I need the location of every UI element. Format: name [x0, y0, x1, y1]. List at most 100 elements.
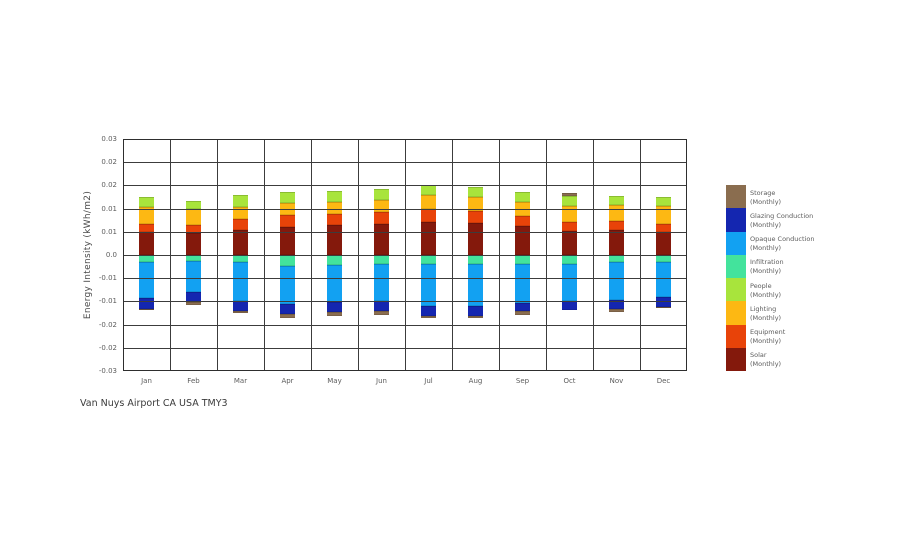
x-tick-label: Mar [233, 377, 248, 385]
bar-segment-dec [656, 255, 671, 262]
bar-segment-mar [233, 219, 248, 230]
y-tick-label: 0.02 [101, 158, 117, 167]
bar-segment-oct [562, 301, 577, 311]
y-tick-label: 0.03 [101, 135, 117, 143]
bar-segment-nov [609, 196, 624, 205]
chart-title: Van Nuys Airport CA USA TMY3 [80, 398, 228, 409]
bar-segment-sep [515, 311, 530, 315]
bar-segment-jan [139, 255, 154, 263]
bar-segment-jul [421, 185, 436, 196]
bar-segment-jan [139, 232, 154, 255]
bar-segment-may [327, 213, 342, 225]
bar-segment-jan [139, 223, 154, 233]
legend-entry-name: People [750, 281, 772, 290]
bar-segment-mar [233, 301, 248, 311]
bar-segment-nov [609, 299, 624, 310]
bar-segment-feb [186, 201, 201, 209]
bar-segment-mar [233, 262, 248, 302]
bar-segment-aug [468, 263, 483, 307]
bar-segment-dec [656, 223, 671, 233]
legend-entry-name: Solar [750, 351, 767, 360]
bar-segment-nov [609, 262, 624, 300]
v-gridline [170, 139, 171, 371]
bar-segment-jun [374, 263, 389, 302]
legend-swatch-storage [726, 185, 746, 209]
bar-segment-aug [468, 223, 483, 255]
bar-segment-dec [656, 307, 671, 309]
x-tick-label: Dec [656, 377, 671, 385]
bar-segment-aug [468, 210, 483, 224]
bar-segment-oct [562, 263, 577, 301]
bar-segment-jun [374, 200, 389, 213]
x-tick-label: Oct [563, 377, 576, 385]
bar-segment-oct [562, 255, 577, 264]
bar-segment-sep [515, 225, 530, 255]
bar-segment-jun [374, 311, 389, 315]
legend-entry-name: Storage [750, 188, 776, 197]
bar-segment-jun [374, 301, 389, 312]
v-gridline [593, 139, 594, 371]
legend-swatch-opaque-conduction [726, 231, 746, 255]
bar-segment-feb [186, 261, 201, 293]
v-gridline [217, 139, 218, 371]
bar-segment-sep [515, 191, 530, 203]
legend-swatch-lighting [726, 301, 746, 325]
y-tick-label: 0.01 [101, 204, 117, 213]
bar-segment-jan [139, 197, 154, 208]
bar-segment-sep [515, 263, 530, 303]
bar-segment-aug [468, 197, 483, 211]
x-tick-label: Jun [376, 377, 387, 385]
bar-segment-oct [562, 196, 577, 207]
v-gridline [358, 139, 359, 371]
bar-segment-apr [280, 255, 295, 266]
y-tick-label: 0.02 [101, 181, 117, 190]
legend-entry-sublabel: (Monthly) [750, 267, 782, 276]
bar-segment-jul [421, 316, 436, 319]
bar-segment-jun [374, 189, 389, 201]
legend-label-glazing-conduction: Glazing Conduction (Monthly) [750, 208, 860, 231]
bar-segment-oct [562, 206, 577, 223]
legend-entry-name: Opaque Conduction [750, 235, 815, 244]
bar-segment-nov [609, 229, 624, 255]
bar-segment-oct [562, 230, 577, 255]
bar-segment-oct [562, 222, 577, 231]
legend-label-solar: Solar (Monthly) [750, 348, 860, 371]
x-tick-label: Sep [515, 377, 530, 385]
x-tick-label: May [327, 377, 342, 385]
bar-segment-apr [280, 304, 295, 315]
bar-segment-aug [468, 316, 483, 319]
y-tick-label: 0.0 [105, 251, 117, 259]
v-gridline [546, 139, 547, 371]
bar-segment-may [327, 312, 342, 316]
bar-segment-jan [139, 207, 154, 224]
legend-label-opaque-conduction: Opaque Conduction (Monthly) [750, 232, 860, 255]
legend-entry-name: Equipment [750, 328, 786, 337]
y-tick-label: -0.01 [98, 274, 117, 283]
bar-segment-mar [233, 206, 248, 220]
legend-swatch-solar [726, 347, 746, 371]
bar-segment-feb [186, 208, 201, 225]
bar-segment-nov [609, 204, 624, 221]
y-tick-label: -0.02 [98, 320, 117, 329]
bar-segment-aug [468, 186, 483, 197]
bar-segment-nov [609, 309, 624, 312]
bar-segment-jul [421, 195, 436, 209]
legend-label-storage: Storage (Monthly) [750, 185, 860, 208]
legend-entry-name: Infiltration [750, 258, 784, 267]
bar-segment-may [327, 255, 342, 265]
bar-segment-feb [186, 233, 201, 255]
bar-segment-may [327, 302, 342, 313]
bar-segment-dec [656, 205, 671, 224]
legend-entry-sublabel: (Monthly) [750, 360, 782, 369]
v-gridline [499, 139, 500, 371]
bar-segment-nov [609, 220, 624, 230]
bar-segment-sep [515, 215, 530, 226]
v-gridline [264, 139, 265, 371]
bar-segment-apr [280, 191, 295, 204]
bar-segment-mar [233, 255, 248, 263]
legend-swatch-infiltration [726, 254, 746, 278]
legend-swatch-equipment [726, 324, 746, 348]
y-tick-label: -0.03 [98, 367, 117, 375]
bar-segment-mar [233, 195, 248, 207]
